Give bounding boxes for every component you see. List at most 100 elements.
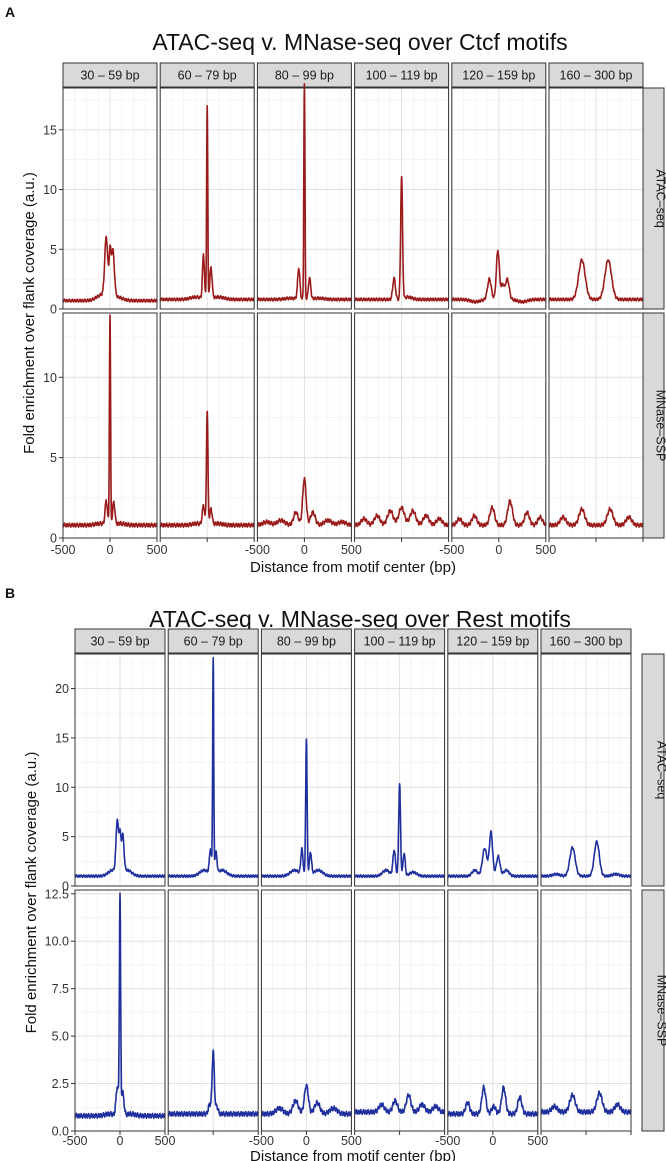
y-tick-label: 20: [55, 682, 69, 696]
chart-title-b: ATAC-seq v. MNase-seq over Rest motifs: [149, 606, 571, 632]
row-strip-atac-seq: [639, 87, 665, 310]
x-tick-label: 0: [303, 1134, 310, 1148]
panel-atac-seq-120-159-bp: [447, 653, 539, 887]
panel-atac-seq-160-300-bp: [548, 87, 644, 310]
panel-border: [540, 653, 632, 887]
panel-mnase-ssp-60-79-bp: [167, 889, 259, 1132]
series-line: [540, 1090, 632, 1116]
panel-mnase-ssp-100-119-bp: [354, 889, 446, 1132]
series-line: [256, 476, 353, 528]
facet-strip-100-119-bp: [354, 62, 450, 88]
facet-strip-120-159-bp: [451, 62, 547, 88]
x-tick-label: 500: [535, 543, 556, 557]
facet-strip-label: 30 – 59 bp: [90, 635, 149, 649]
x-tick-label: 500: [341, 1134, 362, 1148]
panel-border: [62, 87, 158, 310]
series-line: [354, 175, 450, 302]
panel-mnase-ssp-30-59-bp: [62, 312, 158, 539]
x-tick-label: 0: [301, 543, 308, 557]
x-axis-title: Distance from motif center (bp): [250, 1148, 456, 1161]
series-line: [354, 783, 446, 879]
series-line: [167, 657, 259, 879]
panel-atac-seq-100-119-bp: [354, 87, 450, 310]
panel-mnase-ssp-60-79-bp: [159, 312, 255, 539]
facet-strip-160-300-bp: [540, 628, 632, 654]
panel-atac-seq-120-159-bp: [451, 87, 547, 310]
row-strip-atac-seq: [641, 653, 665, 887]
series-line: [447, 830, 539, 879]
row-strip-label: MNase–SSP: [655, 975, 666, 1047]
panel-mnase-ssp-160-300-bp: [540, 889, 632, 1132]
x-tick-label: 500: [155, 1134, 176, 1148]
figure-b: B ATAC-seq v. MNase-seq over Rest motifs…: [0, 585, 666, 1161]
facet-strip-80-99-bp: [260, 628, 352, 654]
panel-border: [256, 87, 352, 310]
panel-atac-seq-80-99-bp: [256, 82, 353, 310]
y-tick-label: 10: [43, 371, 57, 385]
row-strip-label: MNase–SSP: [654, 390, 666, 462]
row-strip-label: ATAC–seq: [654, 169, 666, 228]
facet-strip-30-59-bp: [62, 62, 158, 88]
y-tick-label: 10: [43, 183, 57, 197]
y-axis-title: Fold enrichment over flank coverage (a.u…: [23, 752, 40, 1034]
row-strip-mnase-ssp: [639, 312, 665, 539]
row-strip-mnase-ssp: [641, 889, 665, 1132]
x-tick-label: 0: [495, 543, 502, 557]
series-line: [159, 410, 255, 528]
facet-strip-label: 80 – 99 bp: [277, 635, 336, 649]
series-line: [354, 505, 450, 528]
series-line: [548, 258, 644, 302]
facet-strip-label: 100 – 119 bp: [366, 69, 438, 83]
facet-strip-label: 160 – 300 bp: [560, 69, 633, 83]
facet-strip-100-119-bp: [354, 628, 446, 654]
y-tick-label: 12.5: [45, 887, 69, 901]
panel-atac-seq-160-300-bp: [540, 653, 632, 887]
panel-border: [167, 653, 259, 887]
series-line: [540, 840, 632, 879]
x-tick-label: -500: [249, 1134, 274, 1148]
facet-strip-30-59-bp: [74, 628, 166, 654]
y-tick-label: 0: [50, 303, 57, 317]
panel-mnase-ssp-80-99-bp: [260, 889, 353, 1132]
panel-border: [260, 653, 352, 887]
facet-strip-120-159-bp: [447, 628, 539, 654]
facet-strip-label: 30 – 59 bp: [80, 69, 139, 83]
panel-atac-seq-100-119-bp: [354, 653, 446, 887]
series-line: [260, 738, 353, 879]
x-tick-label: 500: [341, 543, 362, 557]
series-line: [447, 1084, 539, 1118]
panel-mnase-ssp-30-59-bp: [74, 889, 166, 1132]
row-strip-label: ATAC–seq: [655, 741, 666, 800]
facet-strip-60-79-bp: [159, 62, 255, 88]
series-line: [451, 249, 547, 305]
faceted-chart-a: 30 – 59 bp 60 – 79 bp 80 – 99 bp 100 – 119 …: [21, 62, 666, 576]
series-line: [256, 82, 353, 302]
series-line: [74, 892, 166, 1120]
panel-mnase-ssp-120-159-bp: [451, 312, 547, 539]
series-line: [159, 105, 255, 302]
y-tick-label: 5.0: [52, 1030, 69, 1044]
series-line: [167, 1049, 259, 1118]
panel-border: [451, 87, 547, 310]
panel-border: [74, 653, 166, 887]
series-line: [548, 506, 644, 528]
x-tick-label: -500: [435, 1134, 460, 1148]
panel-mnase-ssp-160-300-bp: [548, 312, 644, 539]
x-tick-label: 0: [107, 543, 114, 557]
facet-strip-60-79-bp: [167, 628, 259, 654]
y-axis-title: Fold enrichment over flank coverage (a.u…: [21, 172, 38, 454]
series-line: [62, 235, 158, 303]
x-tick-label: 500: [147, 543, 168, 557]
figure-a: A ATAC-seq v. MNase-seq over Ctcf motifs…: [0, 0, 666, 580]
y-tick-label: 0: [50, 532, 57, 546]
panel-mnase-ssp-100-119-bp: [354, 312, 450, 539]
x-tick-label: 0: [117, 1134, 124, 1148]
x-tick-label: -500: [50, 543, 75, 557]
facet-strip-label: 60 – 79 bp: [178, 69, 237, 83]
panel-atac-seq-30-59-bp: [62, 87, 158, 310]
y-tick-label: 2.5: [52, 1077, 69, 1091]
panel-label-b: B: [5, 585, 16, 601]
series-line: [62, 314, 158, 528]
y-tick-label: 5: [50, 451, 57, 465]
series-line: [451, 499, 547, 528]
